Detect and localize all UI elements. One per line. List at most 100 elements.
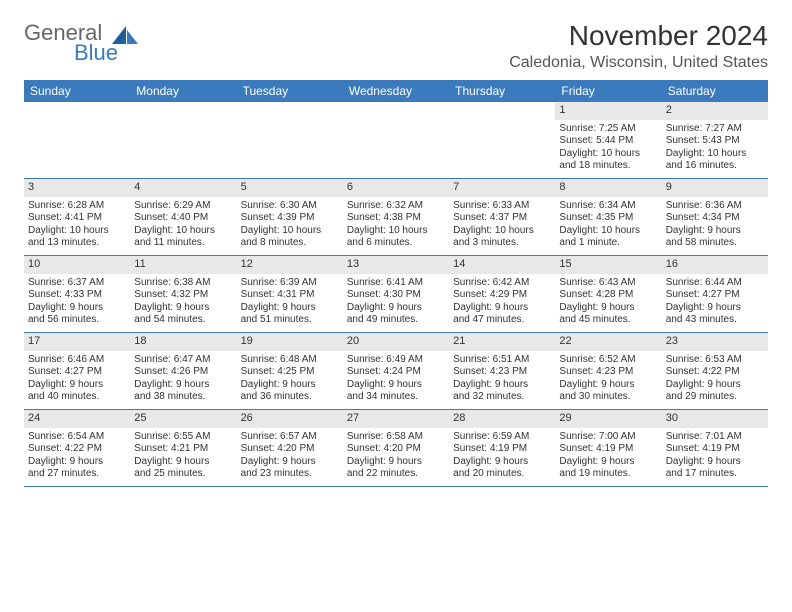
day2-text: and 3 minutes. <box>453 237 551 250</box>
sunset-text: Sunset: 4:29 PM <box>453 289 551 302</box>
day1-text: Daylight: 9 hours <box>134 379 232 392</box>
sunset-text: Sunset: 4:25 PM <box>241 366 339 379</box>
sunrise-text: Sunrise: 6:29 AM <box>134 200 232 213</box>
sunrise-text: Sunrise: 7:25 AM <box>559 123 657 136</box>
day1-text: Daylight: 10 hours <box>134 225 232 238</box>
day-cell <box>343 102 449 178</box>
location-subtitle: Caledonia, Wisconsin, United States <box>509 54 768 72</box>
day2-text: and 25 minutes. <box>134 468 232 481</box>
day-cell: 18Sunrise: 6:47 AMSunset: 4:26 PMDayligh… <box>130 333 236 409</box>
sunset-text: Sunset: 4:30 PM <box>347 289 445 302</box>
calendar-grid: SundayMondayTuesdayWednesdayThursdayFrid… <box>24 80 768 487</box>
sunrise-text: Sunrise: 6:37 AM <box>28 277 126 290</box>
day-number: 3 <box>24 179 130 197</box>
sunrise-text: Sunrise: 6:59 AM <box>453 431 551 444</box>
day1-text: Daylight: 10 hours <box>666 148 764 161</box>
weekday-header: Friday <box>555 80 661 102</box>
day2-text: and 47 minutes. <box>453 314 551 327</box>
sunset-text: Sunset: 4:20 PM <box>347 443 445 456</box>
day-number: 9 <box>662 179 768 197</box>
day2-text: and 6 minutes. <box>347 237 445 250</box>
sunset-text: Sunset: 5:44 PM <box>559 135 657 148</box>
sunset-text: Sunset: 4:38 PM <box>347 212 445 225</box>
sunset-text: Sunset: 4:23 PM <box>559 366 657 379</box>
day-number: 18 <box>130 333 236 351</box>
day2-text: and 22 minutes. <box>347 468 445 481</box>
day-number: 29 <box>555 410 661 428</box>
day-cell: 4Sunrise: 6:29 AMSunset: 4:40 PMDaylight… <box>130 179 236 255</box>
day-cell: 1Sunrise: 7:25 AMSunset: 5:44 PMDaylight… <box>555 102 661 178</box>
week-row: 24 Sunrise: 6:54 AMSunset: 4:22 PM Dayligh… <box>24 410 768 487</box>
day-number: 19 <box>237 333 343 351</box>
day-number: 8 <box>555 179 661 197</box>
day-cell: 27Sunrise: 6:58 AMSunset: 4:20 PMDayligh… <box>343 410 449 486</box>
day1-text: Daylight: 10 hours <box>559 225 657 238</box>
day2-text: and 19 minutes. <box>559 468 657 481</box>
day-cell: 11Sunrise: 6:38 AMSunset: 4:32 PMDayligh… <box>130 256 236 332</box>
day2-text: and 20 minutes. <box>453 468 551 481</box>
day-cell: 13Sunrise: 6:41 AMSunset: 4:30 PMDayligh… <box>343 256 449 332</box>
day-cell: 14Sunrise: 6:42 AMSunset: 4:29 PMDayligh… <box>449 256 555 332</box>
sunrise-text: Sunrise: 6:55 AM <box>134 431 232 444</box>
day-number: 11 <box>130 256 236 274</box>
week-row: 1Sunrise: 7:25 AMSunset: 5:44 PMDaylight… <box>24 102 768 179</box>
day1-text: Daylight: 9 hours <box>666 379 764 392</box>
sunrise-text: Sunrise: 6:36 AM <box>666 200 764 213</box>
sunrise-text: Sunrise: 6:32 AM <box>347 200 445 213</box>
weekday-header: Tuesday <box>237 80 343 102</box>
weekday-header: Sunday <box>24 80 130 102</box>
day-number: 26 <box>237 410 343 428</box>
sunset-text: Sunset: 4:22 PM <box>28 443 126 456</box>
sunrise-text: Sunrise: 6:52 AM <box>559 354 657 367</box>
day2-text: and 40 minutes. <box>28 391 126 404</box>
day2-text: and 38 minutes. <box>134 391 232 404</box>
brand-part2: Blue <box>74 40 118 66</box>
day-cell: 28Sunrise: 6:59 AMSunset: 4:19 PMDayligh… <box>449 410 555 486</box>
day-cell: 21Sunrise: 6:51 AMSunset: 4:23 PMDayligh… <box>449 333 555 409</box>
sunset-text: Sunset: 4:32 PM <box>134 289 232 302</box>
weekday-header: Monday <box>130 80 236 102</box>
sunrise-text: Sunrise: 6:48 AM <box>241 354 339 367</box>
sunset-text: Sunset: 4:41 PM <box>28 212 126 225</box>
day1-text: Daylight: 10 hours <box>347 225 445 238</box>
day2-text: and 58 minutes. <box>666 237 764 250</box>
day1-text: Daylight: 9 hours <box>666 225 764 238</box>
day1-text: Daylight: 9 hours <box>134 456 232 469</box>
sunset-text: Sunset: 4:37 PM <box>453 212 551 225</box>
sunrise-text: Sunrise: 7:01 AM <box>666 431 764 444</box>
day2-text: and 54 minutes. <box>134 314 232 327</box>
day1-text: Daylight: 9 hours <box>666 302 764 315</box>
day2-text: and 36 minutes. <box>241 391 339 404</box>
day-number: 4 <box>130 179 236 197</box>
day-cell: 3Sunrise: 6:28 AMSunset: 4:41 PMDaylight… <box>24 179 130 255</box>
day-cell: 8Sunrise: 6:34 AMSunset: 4:35 PMDaylight… <box>555 179 661 255</box>
day-cell: 25Sunrise: 6:55 AMSunset: 4:21 PMDayligh… <box>130 410 236 486</box>
day-number: 6 <box>343 179 449 197</box>
day1-text: Daylight: 9 hours <box>453 302 551 315</box>
day-cell <box>24 102 130 178</box>
day2-text: and 13 minutes. <box>28 237 126 250</box>
day1-text: Daylight: 9 hours <box>559 302 657 315</box>
day2-text: and 23 minutes. <box>241 468 339 481</box>
sunrise-text: Sunrise: 6:47 AM <box>134 354 232 367</box>
day2-text: and 27 minutes. <box>28 468 126 481</box>
sunrise-text: Sunrise: 6:38 AM <box>134 277 232 290</box>
sunrise-text: Sunrise: 6:30 AM <box>241 200 339 213</box>
day-number: 20 <box>343 333 449 351</box>
day2-text: and 45 minutes. <box>559 314 657 327</box>
day2-text: and 43 minutes. <box>666 314 764 327</box>
sunset-text: Sunset: 5:43 PM <box>666 135 764 148</box>
day-number: 16 <box>662 256 768 274</box>
day-cell: 23Sunrise: 6:53 AMSunset: 4:22 PMDayligh… <box>662 333 768 409</box>
day-number: 24 <box>24 410 130 428</box>
day-cell: 12Sunrise: 6:39 AMSunset: 4:31 PMDayligh… <box>237 256 343 332</box>
day2-text: and 1 minute. <box>559 237 657 250</box>
sunrise-text: Sunrise: 6:54 AM <box>28 431 126 444</box>
sunrise-text: Sunrise: 6:42 AM <box>453 277 551 290</box>
day1-text: Daylight: 10 hours <box>453 225 551 238</box>
day-number: 10 <box>24 256 130 274</box>
day1-text: Daylight: 9 hours <box>347 456 445 469</box>
day1-text: Daylight: 9 hours <box>347 379 445 392</box>
day-number: 21 <box>449 333 555 351</box>
day-cell: 19Sunrise: 6:48 AMSunset: 4:25 PMDayligh… <box>237 333 343 409</box>
